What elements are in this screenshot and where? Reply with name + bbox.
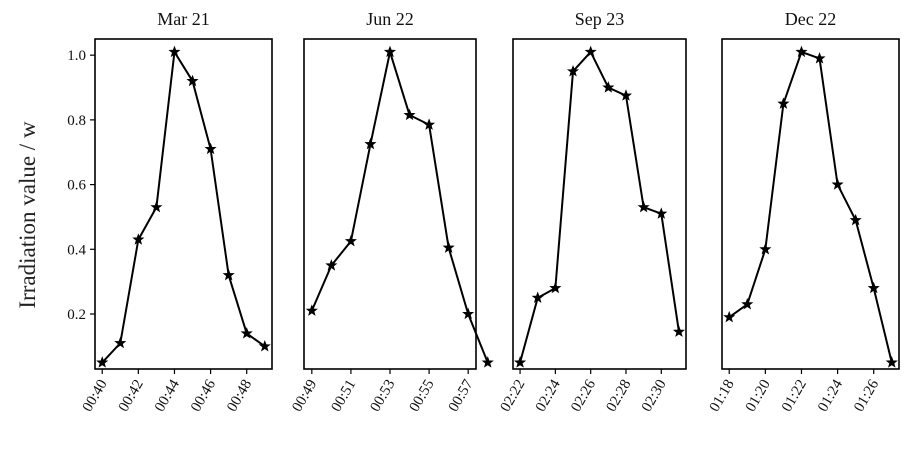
data-point [462,307,475,320]
data-point [885,356,898,368]
data-point [403,108,416,121]
x-tick-label: 02:28 [604,377,635,415]
series-line [728,50,893,363]
data-point [602,81,615,93]
x-tick-label: 00:51 [328,377,359,415]
data-point [741,297,754,310]
chart-panels: Mar 210.20.40.60.81.000:40 00:42 00:44 00:4… [67,9,900,415]
chart-panel-3: Sep 23 02:22 02:24 02:26 02:28 02:30 [498,9,687,415]
panel-title: Jun 22 [366,9,414,29]
panel-title: Sep 23 [575,9,625,29]
data-point [168,45,181,58]
panel-title: Dec 22 [785,9,836,29]
x-tick-label: 01:22 [779,377,810,415]
data-point [132,233,145,245]
data-point [96,356,109,368]
x-tick-label: 00:40 [80,377,111,415]
data-point [222,268,235,281]
x-tick-label: 00:46 [188,377,219,415]
data-point [514,356,527,368]
data-point [831,178,844,190]
plot-frame [94,38,273,370]
series-line [101,50,266,364]
x-tick-label: 00:48 [224,377,255,415]
data-point [305,304,318,316]
x-tick-label: 02:24 [533,377,564,415]
series-line [310,50,489,363]
data-point [344,234,357,247]
data-point [442,241,455,253]
series-line [519,50,680,363]
plot-frame [512,38,687,370]
data-point [759,242,772,255]
data-point [258,339,271,352]
y-tick-label: 0.2 [67,307,86,323]
data-point [186,74,199,87]
panel-title: Mar 21 [157,9,210,29]
x-tick-label: 00:44 [152,377,183,415]
x-tick-label: 02:26 [568,377,599,415]
y-tick-label: 0.8 [67,113,86,129]
data-point [584,45,597,58]
x-tick-label: 01:18 [707,377,738,415]
data-point [777,97,790,109]
plot-frame [303,38,477,370]
x-tick-label: 01:26 [851,377,882,415]
data-point [672,325,685,337]
x-tick-label: 01:20 [743,377,774,415]
x-tick-label: 02:30 [639,377,670,415]
data-point [549,281,562,294]
data-point [204,142,217,155]
data-point [723,310,736,323]
y-axis-label: Irradiation value / w [15,121,40,309]
data-point [150,200,163,213]
data-point [531,291,544,303]
data-point [325,259,338,271]
data-point [383,45,397,58]
data-point [481,356,494,368]
x-tick-label: 00:57 [446,377,477,415]
x-tick-label: 00:49 [289,377,320,415]
x-tick-label: 01:24 [815,377,846,415]
y-tick-label: 0.6 [67,178,86,194]
data-point [867,281,880,294]
data-point [566,64,580,77]
data-point [813,52,826,64]
data-point [423,118,436,130]
x-tick-label: 00:42 [116,377,147,415]
chart-panel-4: Dec 22 01:18 01:20 01:22 01:24 01:26 [707,9,900,415]
x-tick-label: 00:55 [407,377,438,415]
y-tick-label: 1.0 [67,48,86,64]
data-point [637,200,650,213]
data-point [114,336,127,349]
x-tick-label: 02:22 [498,377,529,415]
y-tick-label: 0.4 [67,242,86,258]
data-point [240,327,253,339]
chart-panel-2: Jun 22 00:49 00:51 00:53 00:55 00:57 [289,9,494,415]
plot-frame [721,38,900,370]
data-point [655,207,668,219]
x-tick-label: 00:53 [368,377,399,415]
data-point [849,213,862,226]
chart-panel-1: Mar 210.20.40.60.81.000:40 00:42 00:44 00:4… [67,9,273,415]
data-point [619,89,633,101]
data-point [364,137,377,150]
data-point [795,45,808,58]
